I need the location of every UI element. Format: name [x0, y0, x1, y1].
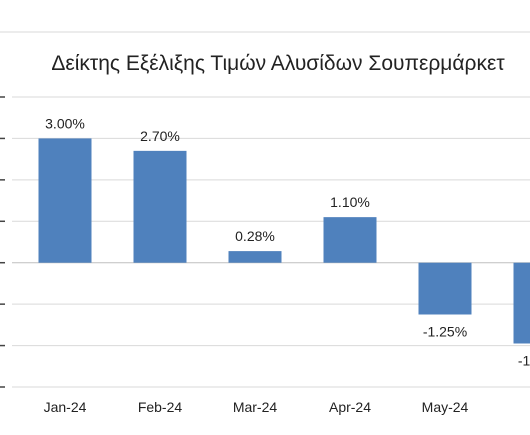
- data-label: 1.10%: [330, 194, 370, 210]
- data-label: -1.95%: [518, 353, 530, 369]
- data-labels: 3.00% 2.70% 0.28% 1.10% -1.25% -1.95%: [45, 115, 530, 368]
- x-tick-label: Jan-24: [44, 399, 87, 415]
- data-label: -1.25%: [423, 324, 467, 340]
- x-tick-label: Apr-24: [329, 399, 371, 415]
- data-label: 2.70%: [140, 128, 180, 144]
- x-tick-label: Feb-24: [138, 399, 183, 415]
- bar-mar-24: [228, 251, 282, 263]
- bars: [38, 138, 530, 344]
- bar-feb-24: [133, 150, 187, 263]
- bar-jan-24: [38, 138, 92, 263]
- x-tick-label: Mar-24: [233, 399, 278, 415]
- bar-may-24: [418, 262, 472, 315]
- x-tick-label: May-24: [422, 399, 469, 415]
- chart-title: Δείκτης Εξέλιξης Τιμών Αλυσίδων Σουπερμά…: [51, 52, 505, 75]
- bar-jun-24: [513, 262, 530, 344]
- y-axis-tick-marks: [0, 96, 5, 388]
- data-label: 0.28%: [235, 228, 275, 244]
- bar-apr-24: [323, 217, 377, 263]
- data-label: 3.00%: [45, 115, 85, 131]
